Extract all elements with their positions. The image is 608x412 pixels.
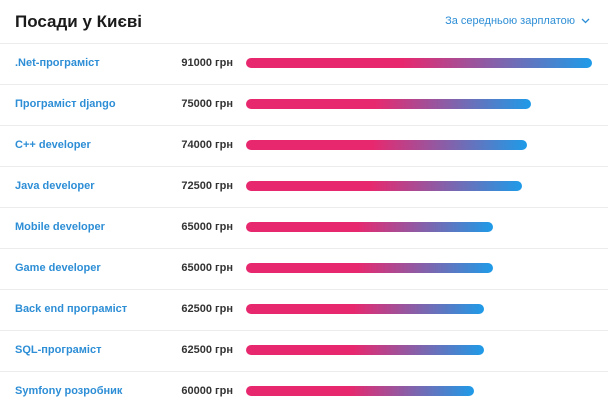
salary-value: 74000 грн xyxy=(181,139,233,151)
table-row: C++ developer 74000 грн xyxy=(0,126,608,167)
bar-track xyxy=(246,345,592,355)
salary-value: 65000 грн xyxy=(181,221,233,233)
job-title-link[interactable]: Back end програміст xyxy=(15,303,128,315)
salary-value: 60000 грн xyxy=(181,385,233,397)
table-row: SQL-програміст 62500 грн xyxy=(0,331,608,372)
table-row: Symfony розробник 60000 грн xyxy=(0,372,608,412)
salary-value: 72500 грн xyxy=(181,180,233,192)
salary-bar xyxy=(246,304,484,314)
sort-dropdown[interactable]: За середньою зарплатою xyxy=(445,15,590,27)
salary-bar xyxy=(246,181,522,191)
bar-track xyxy=(246,222,592,232)
job-title-link[interactable]: Java developer xyxy=(15,180,95,192)
salary-value: 91000 грн xyxy=(181,57,233,69)
table-row: Back end програміст 62500 грн xyxy=(0,290,608,331)
bar-track xyxy=(246,140,592,150)
chevron-down-icon[interactable] xyxy=(581,18,590,24)
salary-bar xyxy=(246,99,531,109)
job-title-link[interactable]: .Net-програміст xyxy=(15,57,100,69)
salary-value: 62500 грн xyxy=(181,303,233,315)
bar-track xyxy=(246,304,592,314)
salary-value: 62500 грн xyxy=(181,344,233,356)
job-title-link[interactable]: SQL-програміст xyxy=(15,344,102,356)
bar-track xyxy=(246,263,592,273)
salary-bar xyxy=(246,222,493,232)
job-title-link[interactable]: C++ developer xyxy=(15,139,91,151)
salary-bar xyxy=(246,345,484,355)
table-row: .Net-програміст 91000 грн xyxy=(0,44,608,85)
salary-value: 75000 грн xyxy=(181,98,233,110)
header: Посади у Києві За середньою зарплатою xyxy=(0,0,608,44)
bar-track xyxy=(246,181,592,191)
job-title-link[interactable]: Game developer xyxy=(15,262,101,274)
bar-track xyxy=(246,386,592,396)
table-row: Програміст django 75000 грн xyxy=(0,85,608,126)
job-title-link[interactable]: Програміст django xyxy=(15,98,116,110)
bar-track xyxy=(246,58,592,68)
salary-bar xyxy=(246,263,493,273)
table-row: Game developer 65000 грн xyxy=(0,249,608,290)
salary-bar xyxy=(246,140,527,150)
bar-track xyxy=(246,99,592,109)
salary-value: 65000 грн xyxy=(181,262,233,274)
table-row: Java developer 72500 грн xyxy=(0,167,608,208)
salary-bar xyxy=(246,58,592,68)
sort-label[interactable]: За середньою зарплатою xyxy=(445,15,575,27)
job-title-link[interactable]: Symfony розробник xyxy=(15,385,123,397)
table-row: Mobile developer 65000 грн xyxy=(0,208,608,249)
salary-bar xyxy=(246,386,474,396)
page-title: Посади у Києві xyxy=(15,12,143,31)
job-title-link[interactable]: Mobile developer xyxy=(15,221,105,233)
